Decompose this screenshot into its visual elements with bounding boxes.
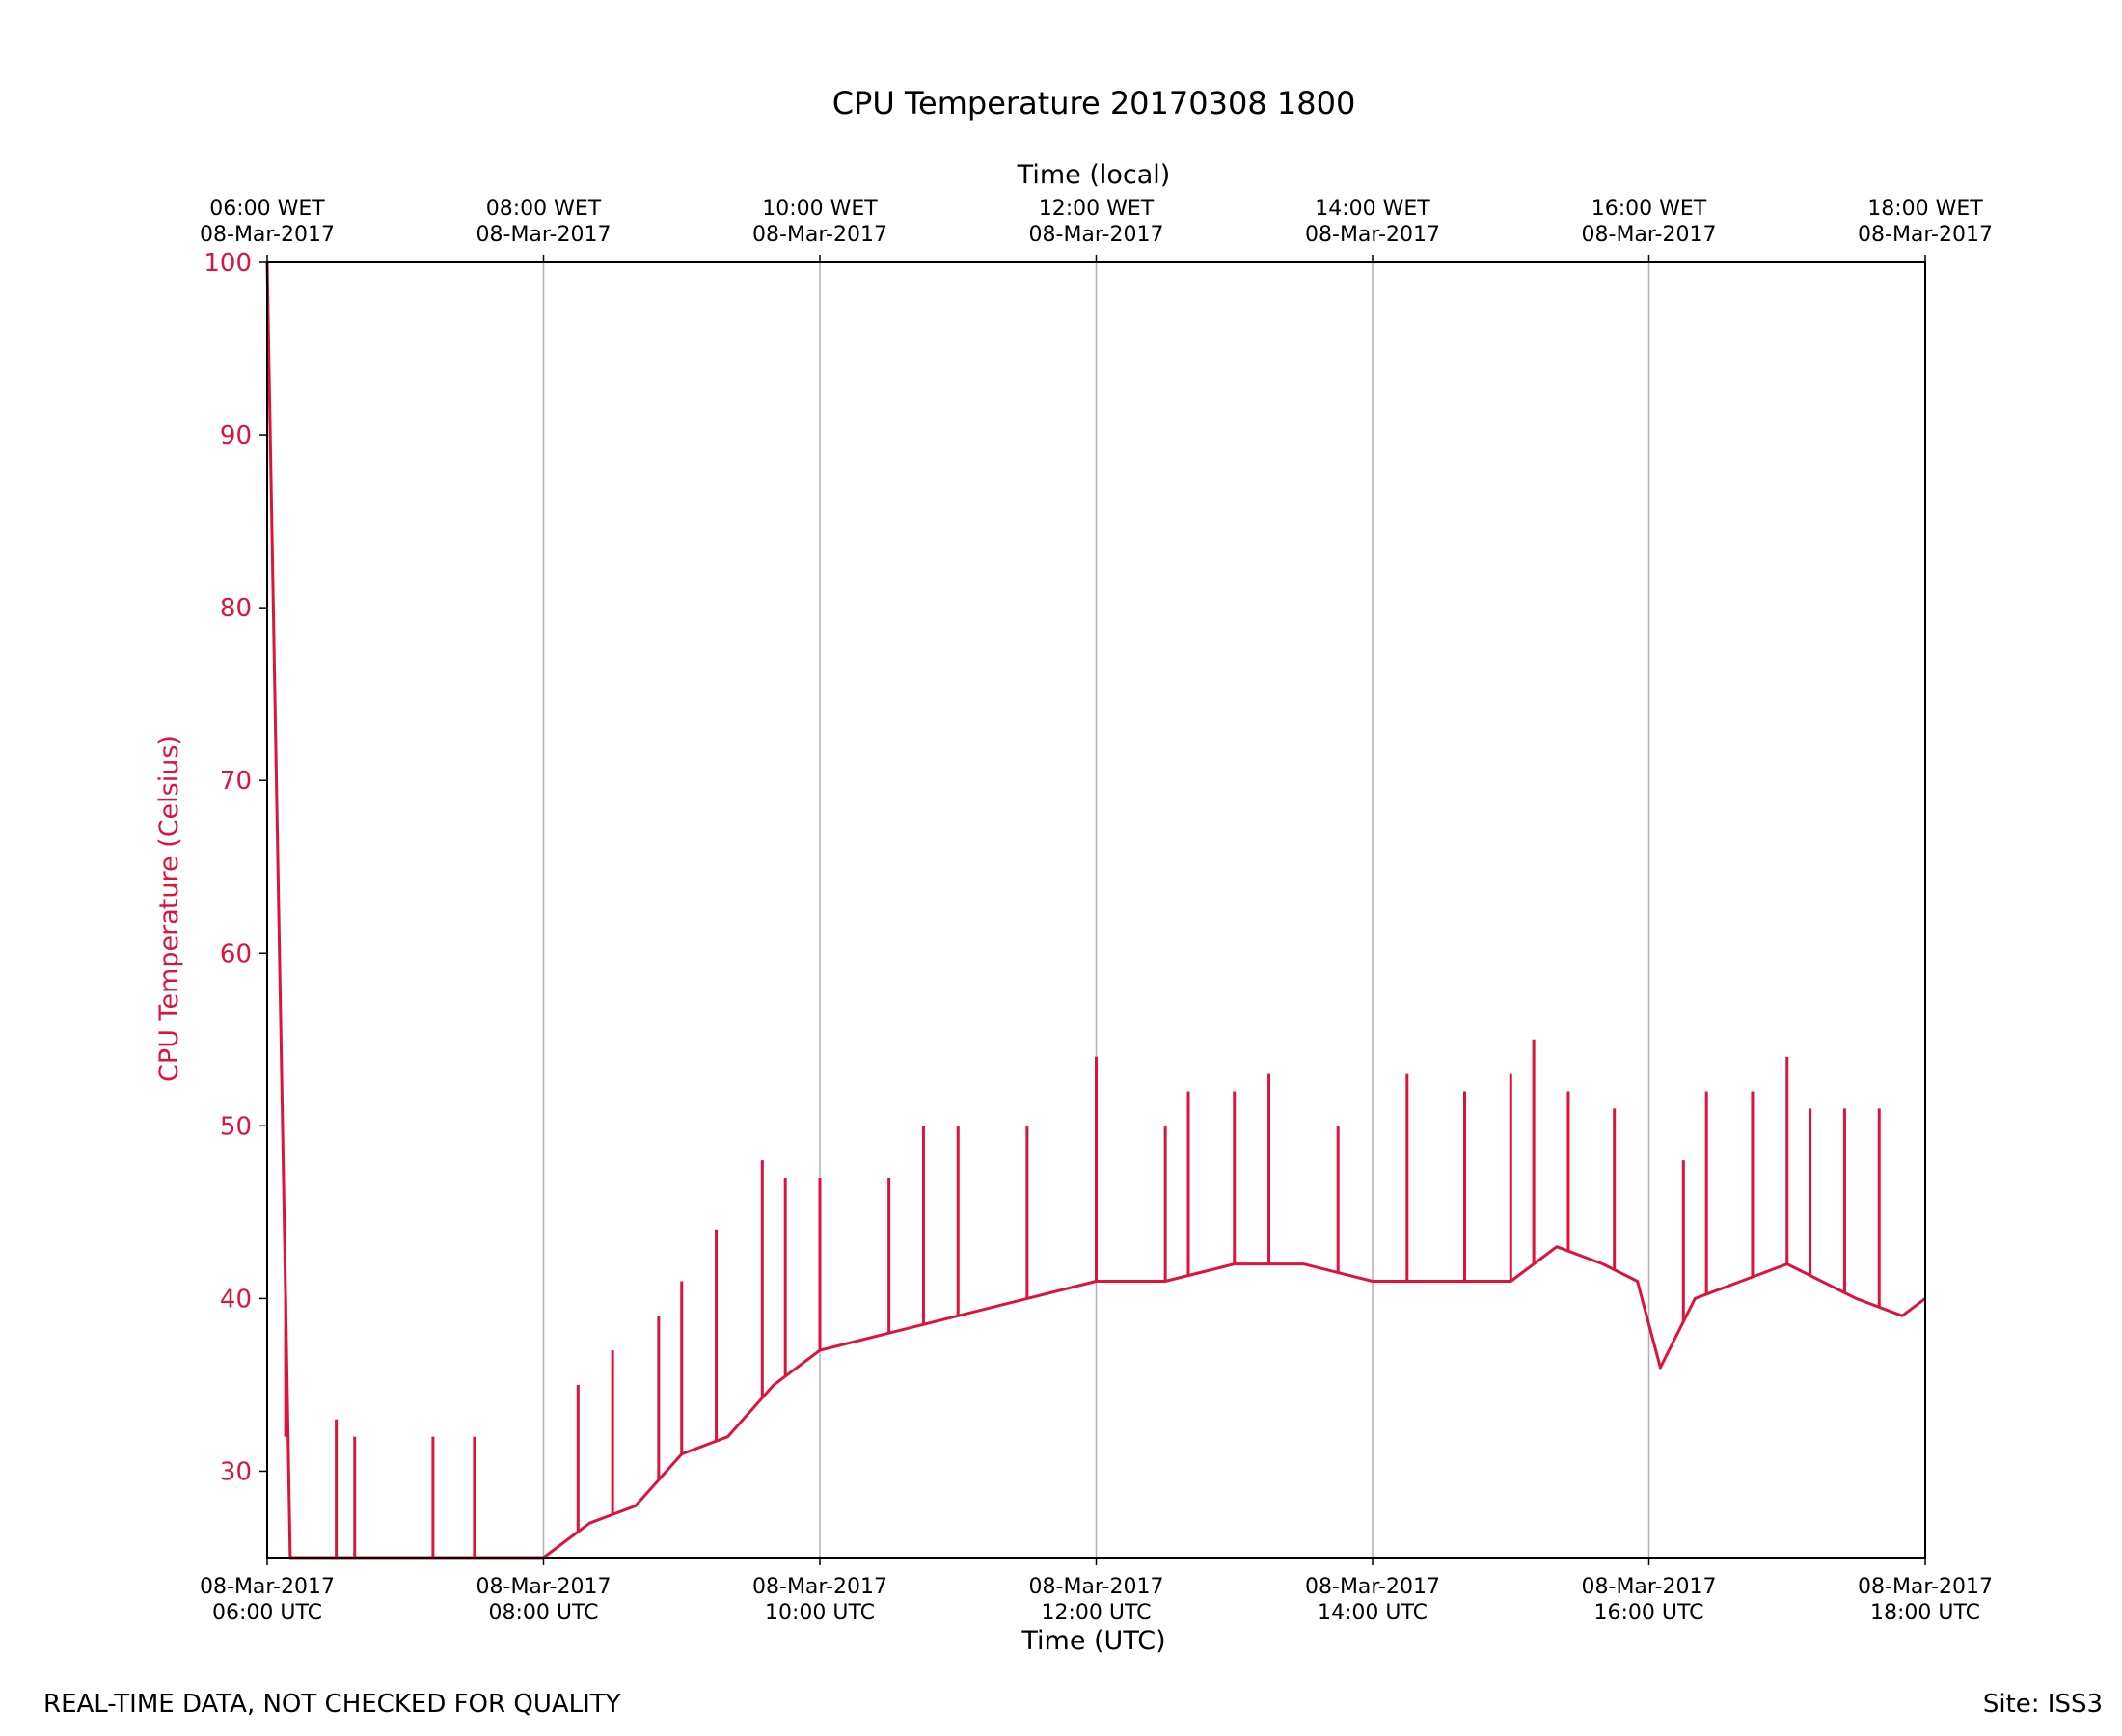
y-tick-label: 40 [220, 1285, 252, 1314]
x-tick-label-top-time: 12:00 WET [1039, 197, 1155, 221]
x-tick-label-bottom-time: 12:00 UTC [1041, 1601, 1151, 1625]
x-tick-label-bottom-time: 06:00 UTC [212, 1601, 322, 1625]
x-tick-label-bottom-date: 08-Mar-2017 [752, 1575, 887, 1599]
x-tick-label-bottom-time: 08:00 UTC [488, 1601, 598, 1625]
y-tick-label: 90 [220, 421, 252, 450]
x-tick-label-bottom-date: 08-Mar-2017 [200, 1575, 335, 1599]
x-tick-label-top-time: 14:00 WET [1315, 197, 1430, 221]
x-tick-label-top-date: 08-Mar-2017 [1858, 223, 1993, 247]
x-tick-label-top-date: 08-Mar-2017 [476, 223, 612, 247]
y-tick-label: 100 [204, 249, 252, 278]
x-tick-label-bottom-date: 08-Mar-2017 [1029, 1575, 1164, 1599]
x-tick-label-bottom-time: 10:00 UTC [765, 1601, 875, 1625]
top-axis-label: Time (local) [1017, 160, 1171, 190]
y-tick-label: 60 [220, 939, 252, 968]
y-tick-label: 50 [220, 1112, 252, 1141]
x-tick-label-bottom-date: 08-Mar-2017 [1305, 1575, 1440, 1599]
x-tick-label-top-date: 08-Mar-2017 [1029, 223, 1164, 247]
x-tick-label-bottom-time: 14:00 UTC [1318, 1601, 1428, 1625]
quality-disclaimer: REAL-TIME DATA, NOT CHECKED FOR QUALITY [43, 1690, 621, 1719]
site-label: Site: ISS3 [1982, 1690, 2103, 1719]
x-tick-label-bottom-date: 08-Mar-2017 [476, 1575, 612, 1599]
x-tick-label-top-time: 06:00 WET [209, 197, 325, 221]
x-tick-label-top-date: 08-Mar-2017 [1305, 223, 1440, 247]
y-axis-label: CPU Temperature (Celsius) [154, 735, 184, 1082]
y-tick-label: 30 [220, 1457, 252, 1486]
x-tick-label-top-date: 08-Mar-2017 [1582, 223, 1717, 247]
y-tick-label: 80 [220, 594, 252, 623]
x-tick-label-bottom-time: 16:00 UTC [1593, 1601, 1703, 1625]
x-tick-label-top-time: 08:00 WET [486, 197, 602, 221]
grid-lines [542, 262, 1650, 1558]
x-tick-label-bottom-time: 18:00 UTC [1870, 1601, 1980, 1625]
bottom-axis-label: Time (UTC) [1020, 1626, 1165, 1656]
chart-title: CPU Temperature 20170308 1800 [832, 85, 1356, 122]
axes [259, 255, 1926, 1565]
y-tick-label: 70 [220, 767, 252, 796]
x-tick-label-top-date: 08-Mar-2017 [200, 223, 335, 247]
plot-frame [266, 261, 1926, 1559]
x-tick-label-top-time: 18:00 WET [1867, 197, 1983, 221]
x-tick-label-bottom-date: 08-Mar-2017 [1858, 1575, 1993, 1599]
x-tick-label-top-time: 10:00 WET [762, 197, 878, 221]
x-tick-label-top-date: 08-Mar-2017 [752, 223, 887, 247]
x-tick-label-top-time: 16:00 WET [1592, 197, 1707, 221]
x-tick-label-bottom-date: 08-Mar-2017 [1582, 1575, 1717, 1599]
